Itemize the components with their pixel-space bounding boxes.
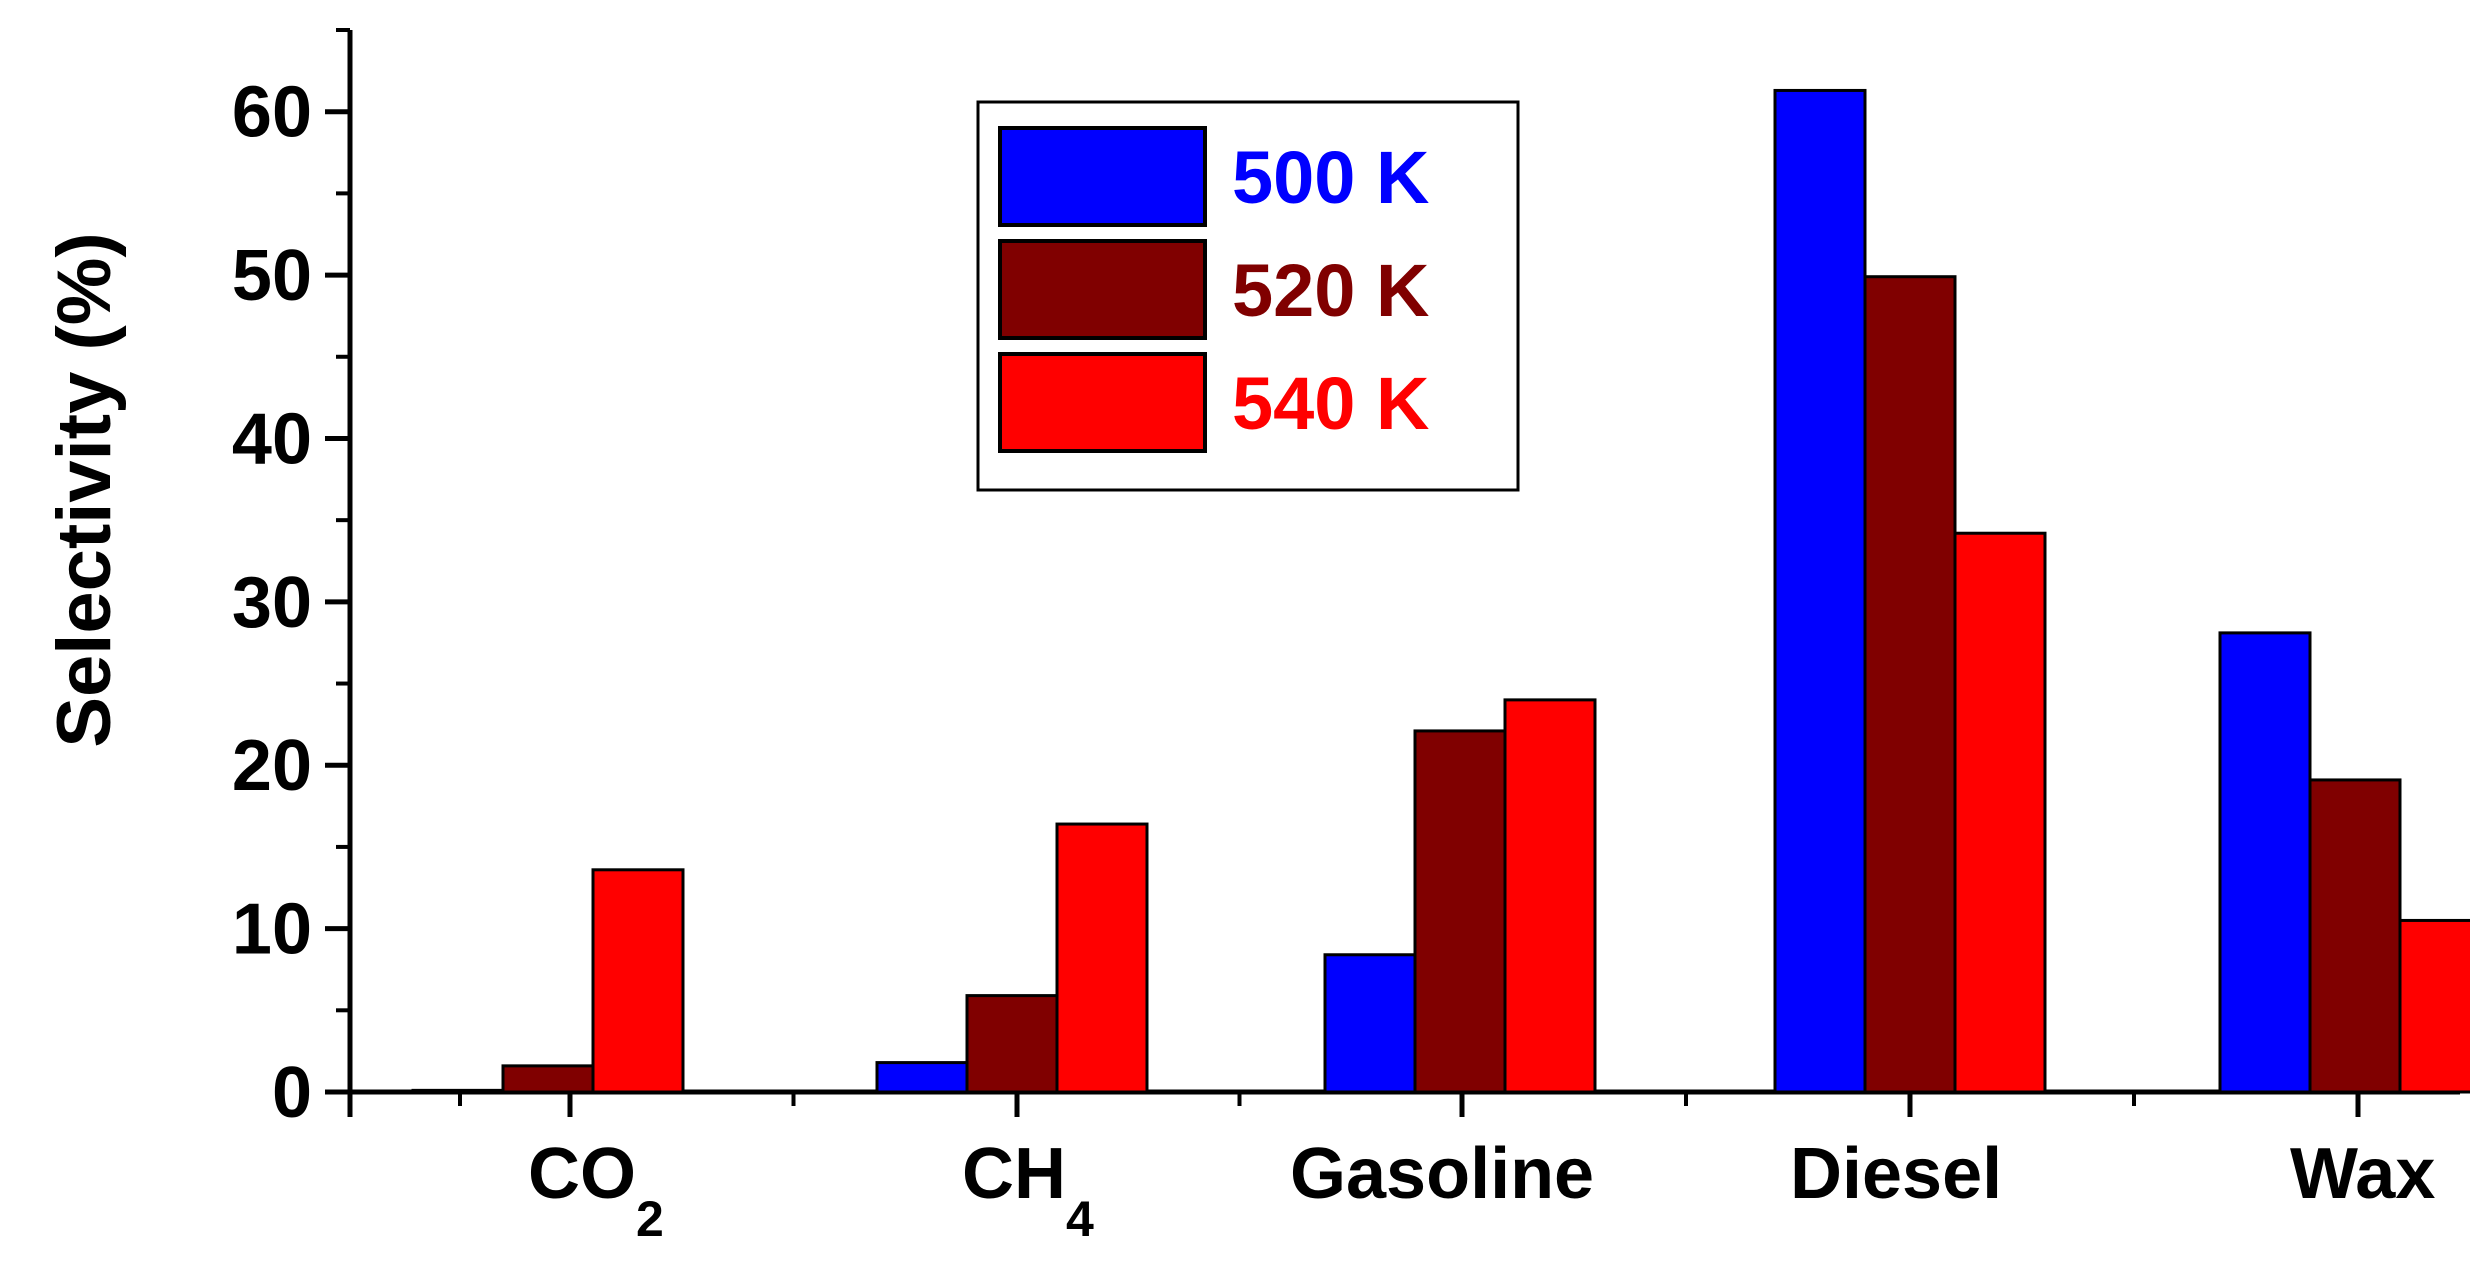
bar-500k — [875, 1061, 969, 1094]
bar-520k — [1413, 729, 1507, 1094]
bar-540k — [1055, 822, 1149, 1094]
y-tick-label: 20 — [232, 726, 312, 806]
x-tick-label: Wax — [2290, 1134, 2435, 1214]
bar-540k — [1953, 531, 2047, 1094]
legend-swatch — [998, 239, 1207, 340]
y-axis-title: Selectivity (%) — [42, 232, 127, 747]
y-tick-label: 10 — [232, 890, 312, 970]
bar-540k — [2398, 918, 2470, 1094]
legend-label: 540 K — [1232, 362, 1429, 445]
y-tick-label: 40 — [232, 399, 312, 479]
legend-label: 520 K — [1232, 249, 1429, 332]
y-tick-label: 60 — [232, 73, 312, 153]
bar-500k — [1323, 953, 1417, 1094]
y-tick-label: 0 — [272, 1053, 312, 1133]
bar-520k — [2308, 778, 2402, 1094]
x-tick-label: CO2 — [528, 1134, 664, 1247]
bar-520k — [1863, 275, 1957, 1094]
bars — [411, 88, 2470, 1094]
legend-swatch — [998, 126, 1207, 227]
bar-500k — [411, 1088, 505, 1094]
x-ticks: CO2 CH4 Gasoline Diesel Wax — [347, 1092, 2435, 1247]
bar-540k — [591, 868, 685, 1094]
x-tick-label: Diesel — [1790, 1134, 2002, 1214]
legend: 500 K 520 K 540 K — [976, 100, 1520, 492]
legend-swatch — [998, 352, 1207, 453]
legend-label: 500 K — [1232, 136, 1429, 219]
x-tick-label: Gasoline — [1290, 1134, 1594, 1214]
y-tick-label: 30 — [232, 563, 312, 643]
y-tick-label: 50 — [232, 236, 312, 316]
bar-520k — [501, 1064, 595, 1094]
bar-500k — [1773, 88, 1867, 1094]
y-ticks: 0 10 20 30 40 50 60 — [232, 28, 350, 1133]
bar-540k — [1503, 698, 1597, 1094]
x-tick-label: CH4 — [962, 1134, 1094, 1247]
bar-520k — [965, 994, 1059, 1094]
bar-500k — [2218, 631, 2312, 1094]
legend-items: 500 K 520 K 540 K — [998, 126, 1429, 453]
